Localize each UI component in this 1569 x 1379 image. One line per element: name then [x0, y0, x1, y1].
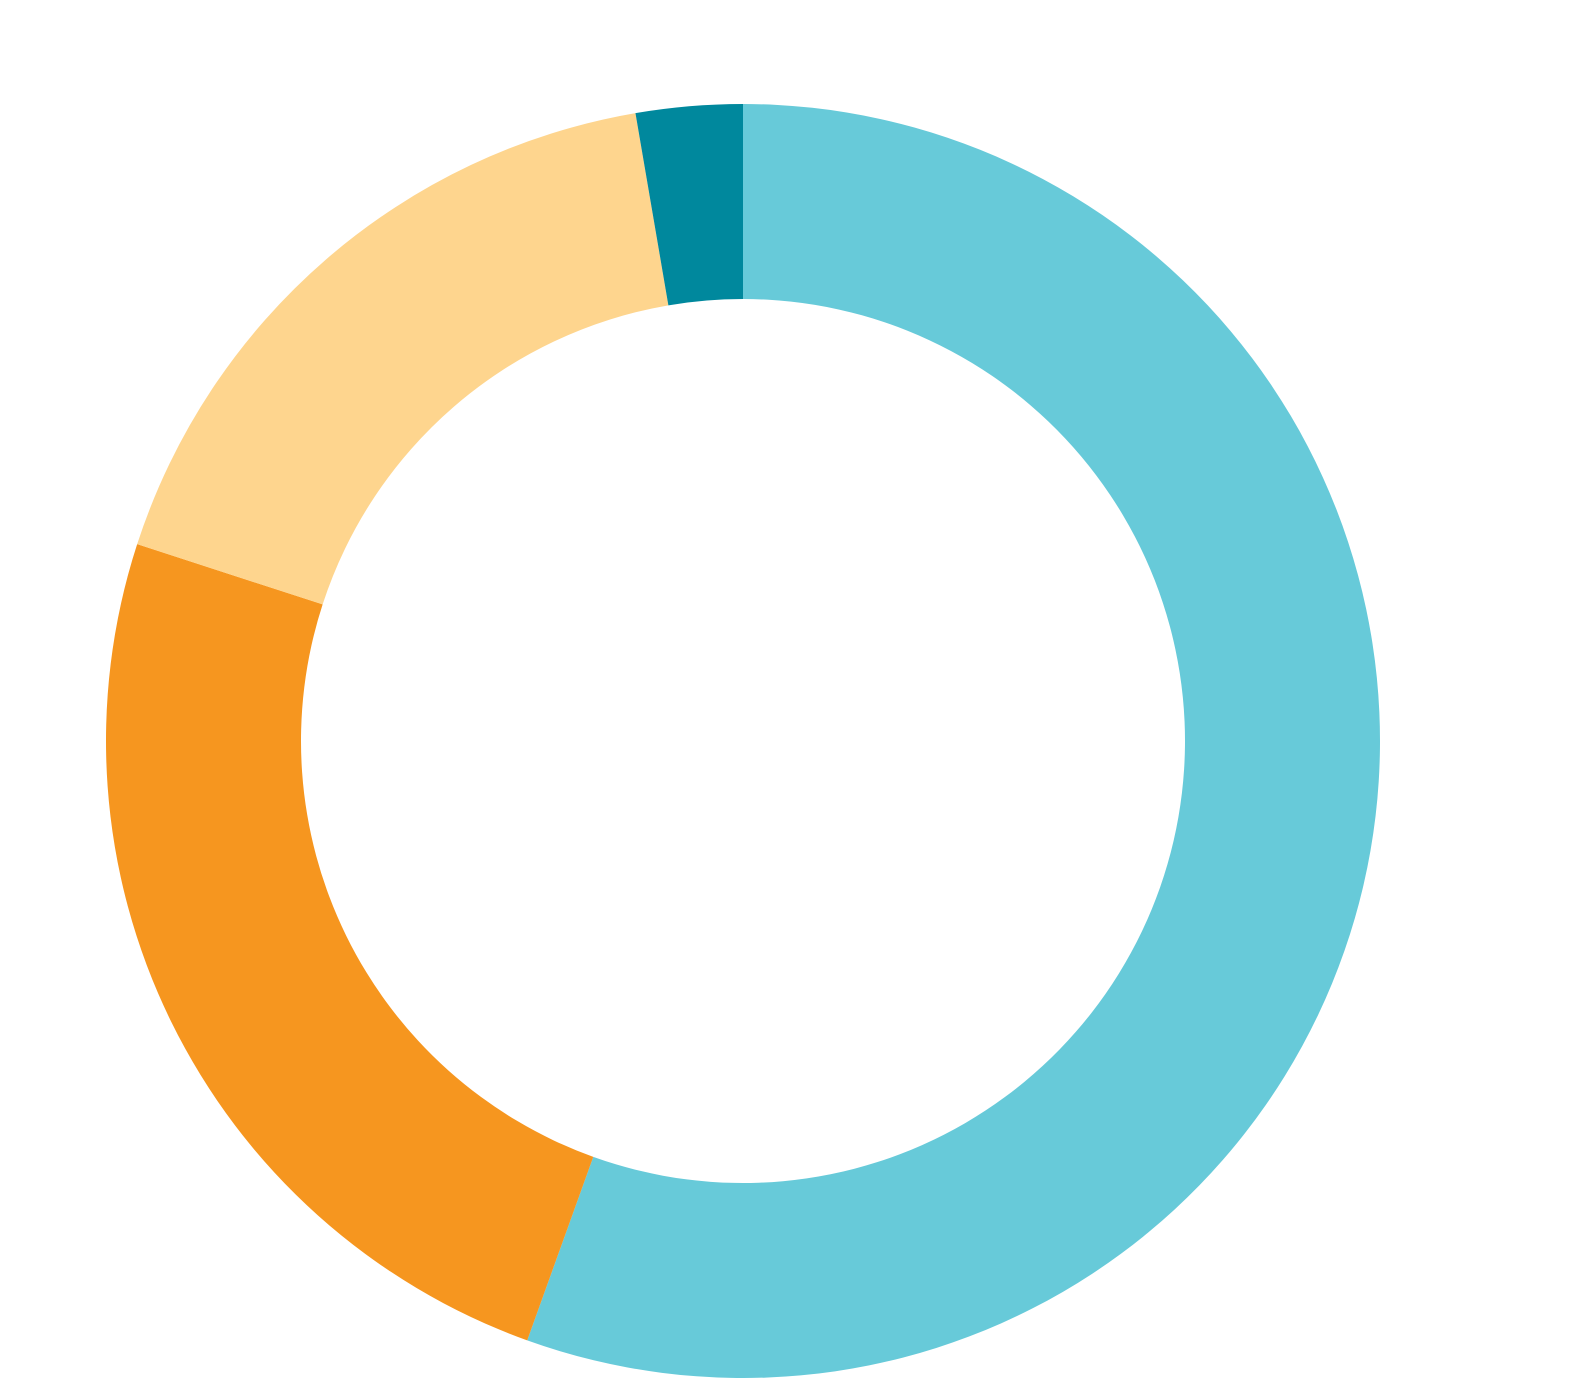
donut-slice-3: [137, 113, 669, 605]
donut-slice-1: [527, 104, 1380, 1378]
donut-slices: [105, 104, 1380, 1378]
donut-slice-4: [635, 104, 743, 306]
donut-slice-2: [105, 544, 594, 1341]
